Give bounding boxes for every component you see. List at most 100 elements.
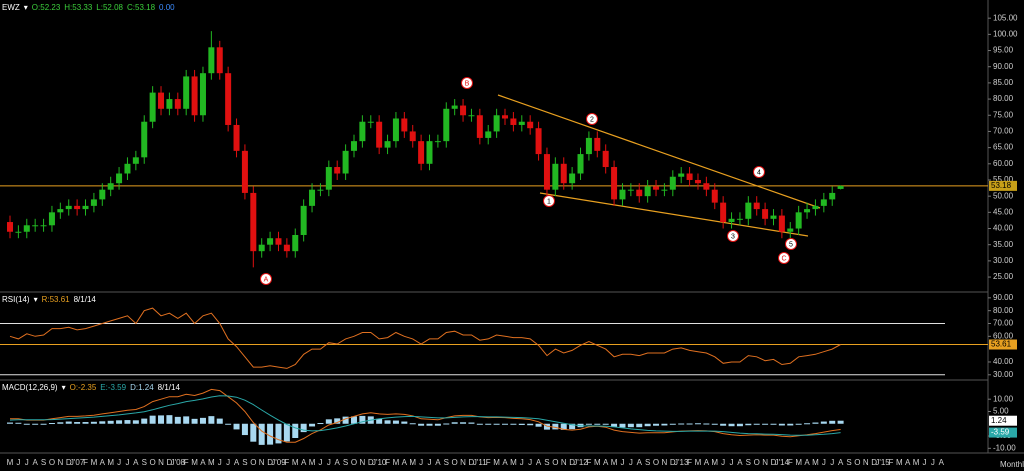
histogram-bar — [99, 421, 106, 424]
candle-body — [216, 47, 223, 74]
histogram-bar — [250, 423, 257, 442]
candle-body — [434, 141, 441, 143]
candle-body — [552, 163, 559, 190]
annotation-marker — [260, 273, 272, 285]
x-tick-label: M — [393, 458, 400, 467]
x-tick-label: A — [704, 458, 710, 467]
x-tick-label: D — [771, 458, 777, 467]
header-item: 8/1/14 — [73, 295, 96, 304]
x-tick-label: O — [452, 458, 458, 467]
histogram-bar — [166, 415, 173, 424]
x-tick-label: O — [351, 458, 357, 467]
histogram-bar — [376, 418, 383, 424]
candle-body — [367, 121, 374, 123]
y-tick-label: 55.00 — [993, 175, 1014, 184]
x-tick-label: M — [191, 458, 198, 467]
candle-body — [569, 173, 576, 184]
x-tick-label: D — [368, 458, 374, 467]
candle-body — [694, 179, 701, 184]
histogram-bar — [292, 423, 299, 438]
histogram-bar — [502, 423, 509, 425]
annotation-marker — [586, 113, 598, 125]
signal-line — [9, 395, 841, 436]
x-tick-label: J'07 — [70, 458, 85, 467]
candle-body — [669, 176, 676, 190]
candle-body — [661, 189, 668, 191]
candle-body — [116, 173, 123, 184]
candle-body — [493, 115, 500, 132]
y-tick-label: 80.00 — [993, 306, 1014, 315]
x-tick-label: M — [493, 458, 500, 467]
histogram-bar — [216, 418, 223, 424]
candle-body — [527, 121, 534, 129]
x-tick-label: F — [184, 458, 189, 467]
histogram-bar — [653, 423, 660, 426]
value-box — [989, 415, 1017, 426]
header-item: ▾ — [23, 3, 28, 12]
annotation-marker — [785, 238, 797, 250]
candle-body — [359, 121, 366, 142]
x-tick-label: J — [620, 458, 624, 467]
candle-body — [65, 205, 72, 210]
histogram-bar — [183, 416, 190, 424]
candle-body — [795, 212, 802, 229]
x-tick-label: N — [460, 458, 466, 467]
y-tick-label: 25.00 — [993, 272, 1014, 281]
candle-body — [560, 163, 567, 184]
histogram-bar — [527, 423, 534, 426]
candle-body — [611, 167, 618, 200]
x-tick-label: J — [428, 458, 432, 467]
annotation-marker — [727, 230, 739, 242]
candle-body — [325, 167, 332, 190]
histogram-bar — [418, 423, 425, 426]
histogram-bar — [644, 423, 651, 427]
histogram-bar — [518, 423, 525, 425]
x-tick-label: S — [544, 458, 549, 467]
annotation-marker — [753, 166, 765, 178]
histogram-bar — [116, 420, 123, 424]
histogram-bar — [627, 423, 634, 428]
histogram-bar — [820, 421, 827, 424]
candle-body — [48, 212, 55, 226]
header-item: ▾ — [33, 295, 38, 304]
candle-body — [23, 225, 30, 232]
header-item: H:53.33 — [64, 3, 93, 12]
histogram-bar — [275, 423, 282, 444]
histogram-bar — [493, 423, 500, 425]
x-tick-label: J — [419, 458, 423, 467]
x-tick-label: F — [486, 458, 491, 467]
histogram-bar — [225, 423, 232, 425]
header-item: L:52.08 — [96, 3, 123, 12]
x-tick-label: J — [25, 458, 29, 467]
histogram-bar — [258, 423, 265, 445]
candle-body — [208, 47, 215, 74]
y-tick-label: 45.00 — [993, 207, 1014, 216]
y-tick-label: 30.00 — [993, 256, 1014, 265]
x-tick-label: J — [830, 458, 834, 467]
candle-body — [577, 154, 584, 174]
histogram-bar — [82, 422, 89, 424]
histogram-bar — [23, 423, 30, 425]
candle-body — [225, 73, 232, 125]
candle-body — [334, 167, 341, 174]
candle-body — [267, 238, 274, 245]
x-tick-label: A — [301, 458, 307, 467]
candle-body — [485, 131, 492, 138]
histogram-bar — [325, 419, 332, 424]
histogram-bar — [401, 421, 408, 424]
candle-body — [770, 215, 777, 219]
candle-body — [728, 218, 735, 223]
histogram-bar — [745, 423, 752, 426]
x-tick-label: J — [16, 458, 20, 467]
candle-body — [174, 99, 181, 109]
y-tick-label: 30.00 — [993, 370, 1014, 379]
histogram-bar — [585, 423, 592, 425]
candle-body — [812, 205, 819, 210]
candle-body — [124, 163, 131, 174]
candle-body — [426, 141, 433, 164]
x-tick-label: M — [896, 458, 903, 467]
x-tick-label: O — [653, 458, 659, 467]
histogram-bar — [829, 420, 836, 424]
